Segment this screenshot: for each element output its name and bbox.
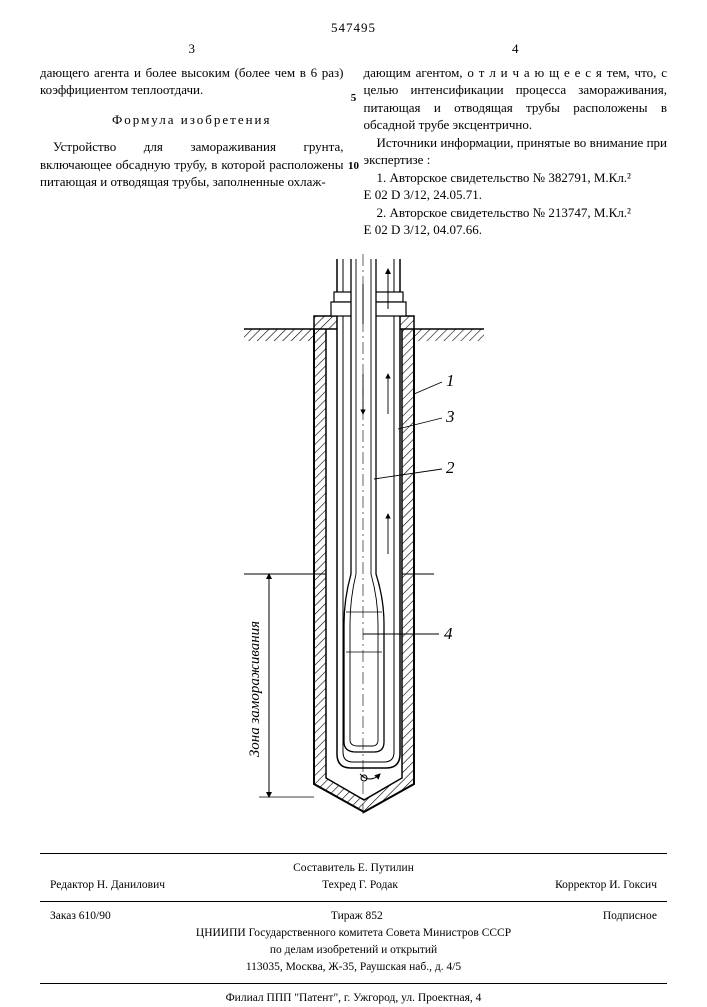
reference-1a: 1. Авторское свидетельство № 382791, М.К… (364, 169, 668, 187)
callout-1: 1 (446, 371, 455, 390)
editor: Редактор Н. Данилович (50, 877, 165, 894)
ground-left (244, 329, 314, 341)
cross-section-svg: Зона замораживания 1 3 2 4 (174, 254, 534, 839)
addr: 113035, Москва, Ж-35, Раушская наб., д. … (40, 959, 667, 976)
right-page-number: 4 (364, 40, 668, 58)
reference-2a: 2. Авторское свидетельство № 213747, М.К… (364, 204, 668, 222)
line-number-10: 10 (348, 160, 359, 172)
org1: ЦНИИПИ Государственного комитета Совета … (40, 925, 667, 942)
tirage: Тираж 852 (331, 908, 383, 925)
patent-page: 547495 5 10 3 дающего агента и более выс… (0, 0, 707, 1000)
techred: Техред Г. Родак (322, 877, 398, 894)
printer: Филиал ППП "Патент", г. Ужгород, ул. Про… (40, 990, 667, 1007)
text-columns: 5 10 3 дающего агента и более высоким (б… (40, 40, 667, 239)
compiler: Составитель Е. Путилин (40, 860, 667, 877)
left-paragraph-1: дающего агента и более высоким (более че… (40, 64, 344, 99)
reference-1b: E 02 D 3/12, 24.05.71. (364, 186, 668, 204)
ground-right (414, 329, 484, 341)
figure-drawing: Зона замораживания 1 3 2 4 (40, 254, 667, 843)
formula-title: Формула изобретения (40, 111, 344, 129)
footer-block: Составитель Е. Путилин Редактор Н. Данил… (40, 853, 667, 1007)
corrector: Корректор И. Гоксич (555, 877, 657, 894)
subscription: Подписное (603, 908, 657, 925)
left-column: 3 дающего агента и более высоким (более … (40, 40, 344, 239)
patent-number: 547495 (40, 20, 667, 36)
right-paragraph-2: Источники информации, принятые во вниман… (364, 134, 668, 169)
right-paragraph-1: дающим агентом, о т л и ч а ю щ е е с я … (364, 64, 668, 134)
right-column: 4 дающим агентом, о т л и ч а ю щ е е с … (364, 40, 668, 239)
left-page-number: 3 (40, 40, 344, 58)
reference-2b: E 02 D 3/12, 04.07.66. (364, 221, 668, 239)
callout-3: 3 (445, 407, 455, 426)
left-paragraph-2: Устройство для замораживания грунта, вкл… (40, 138, 344, 191)
zone-label: Зона замораживания (247, 621, 263, 757)
line-number-5: 5 (351, 92, 357, 104)
org2: по делам изобретений и открытий (40, 942, 667, 959)
callout-4: 4 (444, 624, 453, 643)
callout-2: 2 (446, 458, 455, 477)
order: Заказ 610/90 (50, 908, 111, 925)
